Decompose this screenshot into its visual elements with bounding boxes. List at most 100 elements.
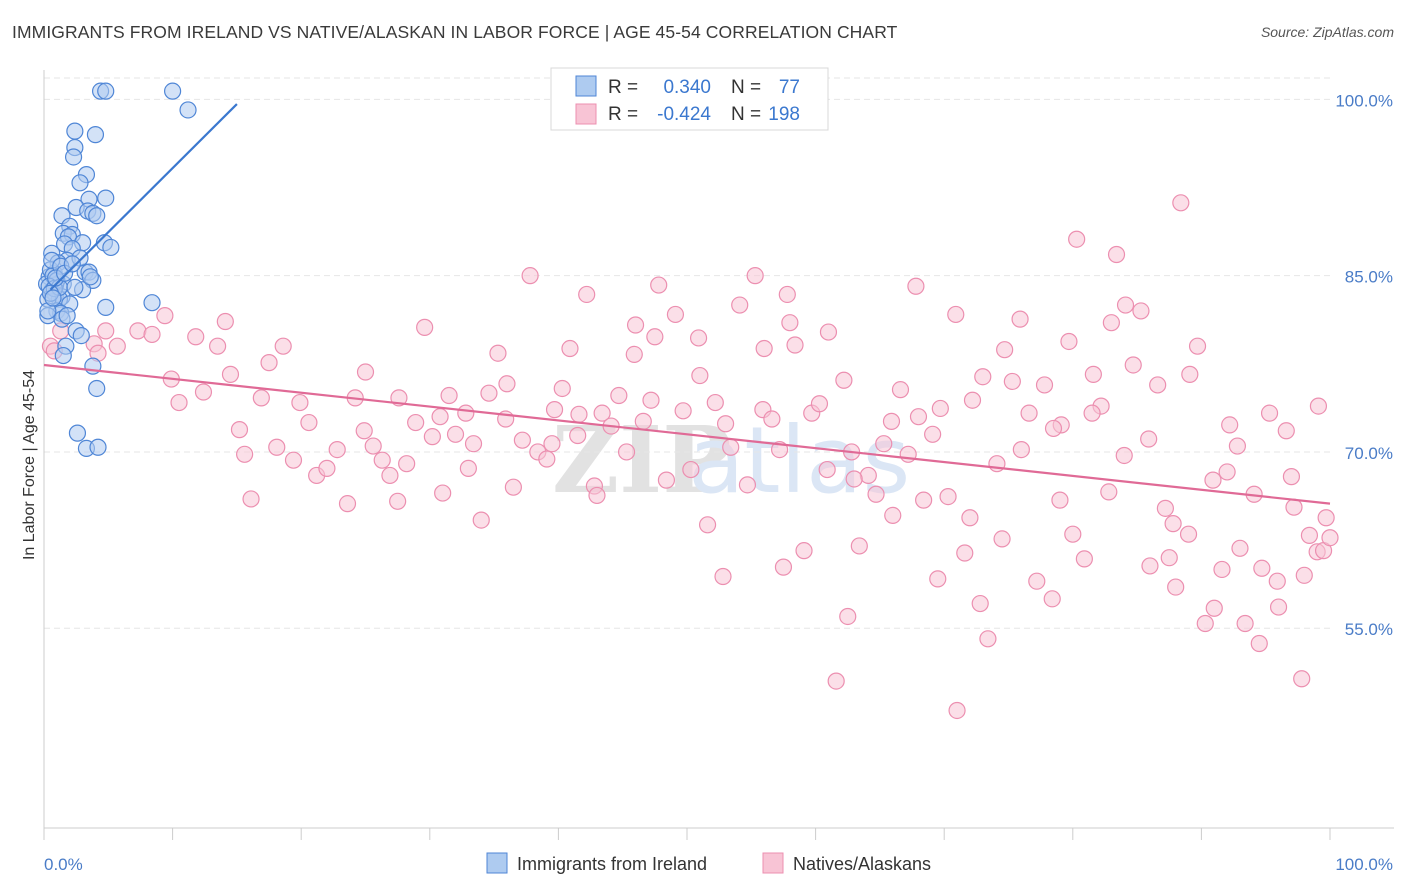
series-natives-alaskans: [41, 194, 1339, 720]
natives-point: [521, 267, 539, 285]
natives-point: [1293, 670, 1311, 688]
stats-n-value-2: 198: [768, 104, 800, 125]
ireland-point: [97, 82, 115, 100]
natives-point: [646, 328, 664, 346]
ireland-point: [66, 278, 84, 297]
ireland-point: [68, 424, 87, 442]
natives-point: [859, 466, 877, 485]
ireland-point: [54, 346, 72, 365]
natives-point: [1043, 590, 1061, 608]
natives-point: [875, 435, 893, 453]
natives-point: [827, 672, 845, 690]
x-tick-labels: 0.0% 100.0%: [44, 855, 1393, 874]
natives-point: [746, 267, 764, 285]
ireland-point: [97, 189, 115, 207]
natives-point: [961, 509, 979, 527]
natives-point: [657, 471, 676, 489]
natives-point: [389, 492, 407, 510]
natives-point: [328, 440, 346, 459]
natives-point: [996, 341, 1014, 359]
ireland-point: [179, 101, 197, 119]
natives-point: [1100, 483, 1118, 501]
natives-point: [650, 276, 668, 294]
stats-n-value-1: 77: [779, 77, 800, 98]
natives-point: [504, 478, 522, 496]
natives-point: [260, 354, 278, 372]
axes: [43, 70, 1394, 840]
ireland-trend-line: [49, 103, 238, 291]
natives-point: [230, 421, 249, 439]
natives-point: [731, 296, 749, 314]
stats-swatch-blue: [575, 75, 597, 97]
natives-point: [434, 484, 452, 502]
natives-point: [763, 410, 781, 428]
natives-point: [588, 486, 606, 505]
natives-point: [778, 285, 796, 304]
natives-point: [221, 365, 240, 383]
natives-point: [1028, 572, 1046, 590]
natives-point: [625, 345, 643, 363]
stats-r-label-2: R =: [608, 104, 638, 125]
bottom-legend: Immigrants from Ireland Natives/Alaskans: [486, 852, 931, 874]
natives-point: [1051, 491, 1069, 509]
natives-point: [553, 379, 571, 398]
source-label: Source: ZipAtlas.com: [1260, 24, 1394, 40]
natives-point: [1231, 539, 1249, 557]
stats-swatch-pink: [575, 103, 597, 125]
natives-point: [1140, 430, 1158, 448]
natives-point: [891, 381, 910, 399]
natives-point: [963, 391, 982, 409]
natives-point: [931, 399, 949, 418]
natives-point: [538, 450, 556, 468]
natives-point: [1164, 515, 1182, 533]
series-immigrants-ireland: [37, 82, 197, 458]
natives-point: [236, 445, 254, 463]
natives-point: [1084, 365, 1102, 383]
natives-point: [1102, 314, 1120, 332]
ireland-point: [89, 438, 107, 456]
natives-point: [1149, 376, 1167, 394]
natives-point: [489, 344, 507, 362]
natives-point: [909, 408, 928, 426]
natives-point: [993, 530, 1011, 548]
natives-point: [143, 325, 161, 344]
natives-trend-line: [43, 363, 1331, 505]
natives-point: [810, 395, 829, 413]
natives-point: [1044, 419, 1063, 438]
natives-point: [543, 435, 561, 453]
natives-point: [781, 314, 799, 332]
natives-point: [1269, 598, 1288, 616]
natives-point: [423, 428, 441, 446]
y-tick-label: 85.0%: [1345, 268, 1393, 287]
x-tick-label-min: 0.0%: [44, 855, 83, 874]
natives-point: [617, 443, 636, 461]
natives-point: [691, 366, 709, 385]
ireland-point: [72, 326, 90, 345]
natives-point: [907, 277, 925, 295]
natives-point: [795, 542, 813, 560]
natives-point: [882, 412, 901, 430]
natives-point: [610, 386, 628, 405]
natives-point: [755, 339, 773, 358]
natives-point: [1141, 557, 1159, 575]
natives-point: [867, 485, 885, 503]
ireland-point: [71, 174, 89, 192]
natives-point: [570, 405, 588, 423]
natives-point: [1003, 372, 1021, 391]
natives-point: [291, 393, 309, 412]
natives-point: [845, 470, 863, 488]
natives-point: [1064, 525, 1082, 543]
natives-point: [407, 413, 425, 432]
natives-point: [642, 391, 660, 409]
natives-point: [1132, 302, 1150, 320]
natives-point: [1068, 230, 1086, 248]
natives-point: [698, 516, 717, 534]
natives-point: [1116, 296, 1135, 314]
natives-point: [915, 491, 933, 509]
natives-point: [738, 476, 757, 494]
natives-point: [1253, 559, 1271, 577]
gridlines: [44, 77, 1330, 629]
natives-point: [1213, 560, 1231, 579]
natives-point: [1124, 356, 1142, 374]
